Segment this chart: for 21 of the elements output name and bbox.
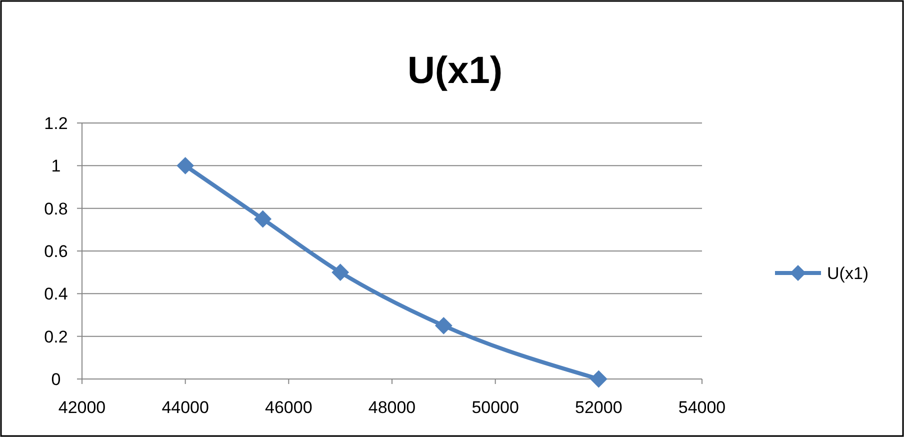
- point: [176, 157, 194, 174]
- x-tick-label: 48000: [368, 398, 416, 417]
- point: [332, 264, 349, 281]
- chart-title: U(x1): [407, 50, 503, 92]
- x-tick-label: 50000: [472, 398, 519, 417]
- y-tick-label: 0.4: [44, 284, 68, 304]
- x-tick-label: 44000: [162, 398, 209, 417]
- point: [590, 370, 608, 388]
- x-tick-label: 46000: [265, 398, 312, 417]
- y-tick-label: 0: [51, 370, 61, 389]
- y-tick-label: 0.8: [44, 199, 68, 218]
- point: [435, 317, 452, 334]
- point: [254, 210, 272, 228]
- y-tick-label: 0.6: [44, 242, 68, 261]
- x-tick-label: 54000: [678, 398, 726, 417]
- x-tick-label: 52000: [575, 398, 622, 417]
- x-tick-label: 42000: [58, 398, 106, 417]
- y-tick-label: 1: [51, 156, 61, 176]
- legend-label: U(x1): [827, 264, 869, 283]
- y-tick-label: 0.2: [44, 327, 68, 346]
- y-tick-label: 1.2: [44, 114, 68, 133]
